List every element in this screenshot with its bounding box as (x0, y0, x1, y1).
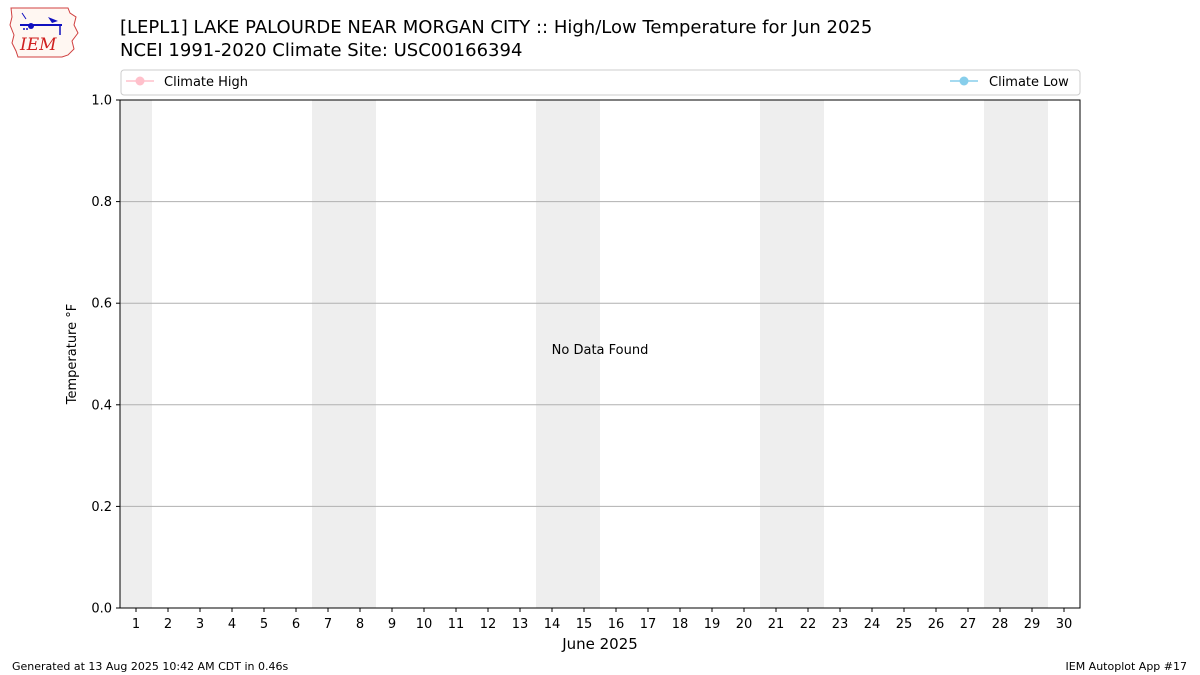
weekend-shade (536, 100, 600, 608)
x-tick-label: 5 (260, 617, 268, 632)
x-tick-label: 21 (768, 617, 785, 632)
x-tick-label: 30 (1056, 617, 1073, 632)
y-tick-label: 0.2 (91, 500, 112, 515)
x-tick-label: 24 (864, 617, 881, 632)
y-tick-label: 1.0 (91, 94, 112, 109)
x-tick-label: 8 (356, 617, 364, 632)
x-tick-label: 11 (448, 617, 465, 632)
footer-app: IEM Autoplot App #17 (1065, 660, 1188, 673)
weekend-shade (120, 100, 152, 608)
x-tick-label: 16 (608, 617, 625, 632)
legend-marker-climate-high (135, 76, 145, 86)
x-tick-label: 20 (736, 617, 753, 632)
weekend-shade (984, 100, 1048, 608)
legend-marker-climate-low (959, 76, 969, 86)
x-tick-label: 27 (960, 617, 977, 632)
y-tick-label: 0.6 (91, 297, 112, 312)
x-tick-label: 2 (164, 617, 172, 632)
legend-label-climate-high: Climate High (164, 75, 248, 90)
y-axis-label: Temperature °F (65, 304, 80, 405)
iem-logo: IEM (8, 5, 80, 63)
y-tick-label: 0.0 (91, 602, 112, 617)
x-tick-label: 19 (704, 617, 721, 632)
x-tick-label: 29 (1024, 617, 1041, 632)
weekend-shade (760, 100, 824, 608)
footer-generated: Generated at 13 Aug 2025 10:42 AM CDT in… (12, 660, 289, 673)
x-tick-label: 7 (324, 617, 332, 632)
weekend-shade (312, 100, 376, 608)
x-tick-label: 9 (388, 617, 396, 632)
no-data-annotation: No Data Found (552, 343, 649, 358)
x-tick-label: 13 (512, 617, 529, 632)
legend-label-climate-low: Climate Low (989, 75, 1069, 90)
x-tick-label: 14 (544, 617, 561, 632)
x-tick-label: 4 (228, 617, 236, 632)
x-tick-label: 23 (832, 617, 849, 632)
chart-title: [LEPL1] LAKE PALOURDE NEAR MORGAN CITY :… (120, 17, 873, 38)
x-tick-label: 26 (928, 617, 945, 632)
x-tick-label: 22 (800, 617, 817, 632)
logo-text: IEM (19, 35, 57, 55)
x-tick-label: 6 (292, 617, 300, 632)
y-tick-label: 0.8 (91, 195, 112, 210)
y-tick-label: 0.4 (91, 398, 112, 413)
x-tick-label: 3 (196, 617, 204, 632)
chart-subtitle: NCEI 1991-2020 Climate Site: USC00166394 (120, 40, 523, 61)
x-tick-label: 25 (896, 617, 913, 632)
legend-box (120, 69, 1081, 96)
x-axis-label: June 2025 (561, 635, 638, 653)
x-tick-label: 17 (640, 617, 657, 632)
plot-frame (119, 99, 1081, 609)
x-tick-label: 12 (480, 617, 497, 632)
x-tick-label: 10 (416, 617, 433, 632)
x-tick-label: 15 (576, 617, 593, 632)
x-tick-label: 28 (992, 617, 1009, 632)
x-tick-label: 18 (672, 617, 689, 632)
x-tick-label: 1 (132, 617, 140, 632)
